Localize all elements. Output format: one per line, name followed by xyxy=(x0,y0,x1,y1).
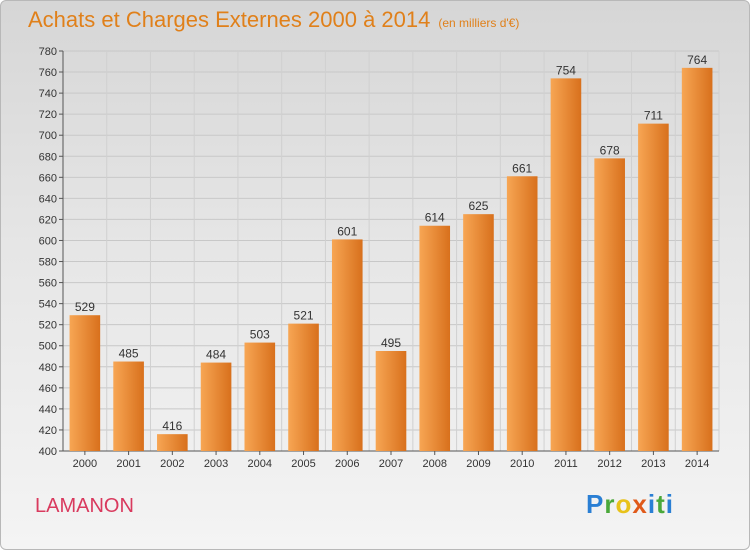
y-tick-label: 760 xyxy=(39,67,57,79)
bar xyxy=(331,239,363,451)
data-label: 503 xyxy=(250,328,270,342)
y-tick-label: 640 xyxy=(39,193,57,205)
data-label: 661 xyxy=(512,161,532,175)
x-tick-label: 2014 xyxy=(685,458,709,470)
x-tick-label: 2008 xyxy=(422,458,446,470)
y-tick-label: 580 xyxy=(39,257,57,269)
y-tick-label: 520 xyxy=(39,320,57,332)
data-label: 521 xyxy=(294,309,314,323)
y-tick-label: 740 xyxy=(39,88,57,100)
logo-letter: i xyxy=(665,489,674,519)
y-tick-label: 780 xyxy=(39,46,57,58)
data-label: 754 xyxy=(556,63,576,77)
x-tick-label: 2005 xyxy=(291,458,315,470)
y-tick-label: 540 xyxy=(39,299,57,311)
logo-letter: P xyxy=(586,489,605,519)
data-label: 484 xyxy=(206,348,226,362)
x-tick-label: 2011 xyxy=(554,458,578,470)
y-tick-label: 480 xyxy=(39,362,57,374)
y-tick-label: 500 xyxy=(39,341,57,353)
commune-name: LAMANON xyxy=(35,495,134,517)
logo-letter: r xyxy=(604,489,616,519)
y-tick-label: 620 xyxy=(39,214,57,226)
bar xyxy=(200,362,232,451)
x-tick-label: 2010 xyxy=(510,458,534,470)
x-tick-label: 2012 xyxy=(597,458,621,470)
data-label: 495 xyxy=(381,336,401,350)
bar xyxy=(244,342,276,451)
bar xyxy=(506,176,538,451)
bar xyxy=(463,214,494,451)
y-tick-label: 440 xyxy=(39,404,57,416)
chart-subtitle: (en milliers d'€) xyxy=(438,16,520,30)
chart-title: Achats et Charges Externes 2000 à 2014 xyxy=(28,7,431,32)
bar xyxy=(69,315,101,451)
y-tick-label: 720 xyxy=(39,109,57,121)
logo-letter: i xyxy=(647,489,657,519)
y-tick-label: 560 xyxy=(39,278,57,290)
x-tick-label: 2006 xyxy=(335,458,359,470)
x-tick-label: 2013 xyxy=(641,458,665,470)
bar xyxy=(157,434,188,451)
data-label: 711 xyxy=(644,109,663,123)
x-tick-label: 2004 xyxy=(248,458,272,470)
x-tick-label: 2000 xyxy=(73,458,97,470)
data-label: 614 xyxy=(425,211,445,225)
y-tick-label: 420 xyxy=(39,425,57,437)
proxiti-logo[interactable]: Proxiti xyxy=(586,489,674,520)
y-tick-label: 680 xyxy=(39,151,57,163)
y-tick-label: 400 xyxy=(39,446,57,458)
x-tick-label: 2002 xyxy=(160,458,184,470)
data-label: 625 xyxy=(468,199,488,213)
data-label: 485 xyxy=(119,347,139,361)
data-labels: 529 485 416 484 503 521 601 495 614 625 661 754 678 7… xyxy=(75,53,708,433)
y-tick-label: 460 xyxy=(39,383,57,395)
logo-letter: o xyxy=(615,489,633,519)
bar xyxy=(550,78,582,452)
chart-title-block: Achats et Charges Externes 2000 à 2014 (e… xyxy=(28,7,519,33)
x-tick-label: 2009 xyxy=(466,458,490,470)
bars xyxy=(69,67,713,452)
bar xyxy=(638,123,669,451)
logo-letter: x xyxy=(632,489,648,519)
data-label: 764 xyxy=(687,53,707,67)
y-tick-label: 660 xyxy=(39,172,57,184)
y-tick-label: 700 xyxy=(39,130,57,142)
bar xyxy=(375,351,407,451)
data-label: 678 xyxy=(600,143,620,157)
bar xyxy=(288,323,319,451)
data-label: 529 xyxy=(75,300,95,314)
bar xyxy=(594,158,625,452)
data-label: 601 xyxy=(337,224,357,238)
x-tick-label: 2007 xyxy=(379,458,403,470)
x-tick-label: 2003 xyxy=(204,458,228,470)
bar xyxy=(681,67,713,451)
y-tick-label: 600 xyxy=(39,235,57,247)
x-tick-label: 2001 xyxy=(116,458,140,470)
data-label: 416 xyxy=(162,419,182,433)
logo-letter: t xyxy=(656,489,666,519)
bar xyxy=(113,361,144,451)
bar xyxy=(419,225,451,451)
